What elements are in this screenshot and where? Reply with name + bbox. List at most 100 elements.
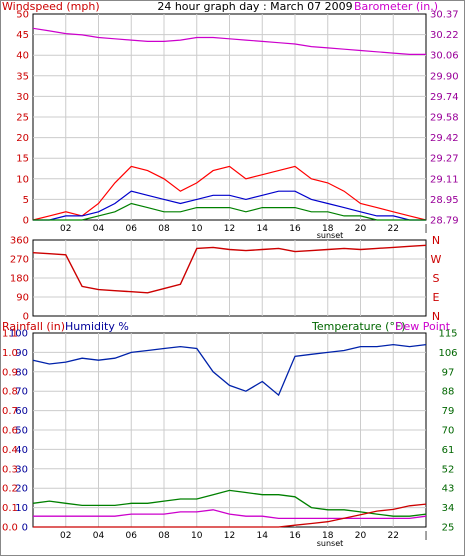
wind-tick-label: 5 (23, 195, 29, 206)
hour-tick-label: 08 (158, 531, 170, 541)
hour-tick-label: | (424, 531, 427, 541)
temperature-tick-label: 106 (438, 348, 457, 359)
direction-degree-label: 180 (10, 274, 29, 285)
sunset-label-bottom: sunset (317, 539, 344, 548)
rain-tick-label: 0.7 (2, 406, 18, 417)
temperature-axis-title: Temperature (°F) (311, 320, 406, 333)
wind-tick-label: 45 (16, 30, 29, 41)
barometer-tick-label: 30.06 (430, 51, 459, 62)
humidity-tick-label: 10 (15, 503, 28, 514)
hour-tick-label: 12 (224, 224, 235, 234)
barometer-line (32, 27, 426, 56)
hour-tick-label: 12 (224, 531, 235, 541)
hour-tick-label: 14 (257, 531, 269, 541)
rain-tick-label: 0.1 (2, 503, 18, 514)
temperature-tick-label: 34 (442, 503, 455, 514)
rain-tick-label: 0.2 (2, 484, 18, 495)
temperature-tick-label: 52 (442, 464, 455, 475)
rain-tick-label: 1.0 (2, 348, 18, 359)
wind-tick-label: 10 (16, 174, 29, 185)
hour-tick-label: 14 (257, 224, 269, 234)
humidity-tick-label: 50 (15, 426, 28, 437)
rain-tick-label: 0.9 (2, 367, 18, 378)
temperature-tick-label: 70 (442, 426, 455, 437)
barometer-tick-label: 29.27 (430, 154, 459, 165)
wind-tick-label: 35 (16, 71, 29, 82)
hour-tick-label: 20 (355, 531, 367, 541)
humidity-axis-title: Humidity % (65, 320, 129, 333)
humidity-line (32, 343, 427, 397)
hour-tick-label: 06 (126, 531, 138, 541)
hour-tick-label: 06 (126, 224, 138, 234)
direction-degree-label: 90 (16, 293, 29, 304)
wind-axis-title: Windspeed (mph) (2, 0, 100, 13)
rain-tick-label: 1.1 (2, 329, 18, 340)
wind-tick-label: 0 (23, 216, 29, 227)
humidity-tick-label: 80 (15, 367, 28, 378)
wind-tick-label: 20 (16, 133, 29, 144)
hour-tick-label: 02 (60, 531, 71, 541)
graph-title: 24 hour graph day : March 07 2009 (157, 0, 352, 13)
humidity-tick-label: 100 (9, 329, 28, 340)
temperature-tick-label: 61 (442, 445, 455, 456)
humidity-tick-label: 30 (15, 464, 28, 475)
hour-tick-label: 10 (191, 224, 203, 234)
barometer-tick-label: 29.42 (430, 133, 459, 144)
temperature-line (32, 489, 427, 517)
barometer-tick-label: 30.22 (430, 30, 459, 41)
barometer-tick-label: 28.95 (430, 195, 459, 206)
compass-label: S (433, 272, 440, 285)
wind-tick-label: 30 (16, 92, 29, 103)
barometer-tick-label: 29.74 (430, 92, 459, 103)
rainfall-axis-title: Rainfall (in) (2, 320, 65, 333)
barometer-axis-title: Barometer (in.) (354, 0, 438, 13)
hour-tick-label: 04 (93, 531, 105, 541)
hour-tick-label: 10 (191, 531, 203, 541)
temperature-tick-label: 115 (438, 329, 457, 340)
compass-label: N (432, 234, 440, 247)
hour-tick-label: 18 (322, 224, 334, 234)
humidity-tick-label: 70 (15, 387, 28, 398)
direction-degree-label: 270 (10, 255, 29, 266)
rain-tick-label: 0.6 (2, 426, 18, 437)
wind-hi-line (33, 190, 426, 221)
direction-degree-label: 360 (10, 236, 29, 247)
wind-tick-label: 25 (16, 113, 29, 124)
barometer-tick-label: 29.90 (430, 71, 459, 82)
compass-label: W (431, 253, 442, 266)
hour-tick-label: 16 (289, 224, 301, 234)
hour-tick-label: 08 (158, 224, 170, 234)
humidity-tick-label: 40 (15, 445, 28, 456)
barometer-tick-label: 30.37 (430, 10, 459, 21)
wind-tick-label: 15 (16, 154, 29, 165)
humidity-tick-label: 60 (15, 406, 28, 417)
sunset-label-top: sunset (317, 231, 344, 240)
rain-tick-label: 0.0 (2, 523, 18, 534)
hour-tick-label: 20 (355, 224, 367, 234)
hour-tick-label: | (424, 224, 427, 234)
hour-tick-label: 18 (322, 531, 334, 541)
compass-label: N (432, 310, 440, 323)
humidity-tick-label: 0 (22, 523, 28, 534)
temperature-tick-label: 25 (442, 523, 455, 534)
hour-tick-label: 22 (388, 531, 399, 541)
humidity-tick-label: 90 (15, 348, 28, 359)
temperature-tick-label: 97 (442, 367, 455, 378)
rain-tick-label: 0.3 (2, 464, 18, 475)
wind-max-line (32, 165, 427, 221)
rain-line (33, 503, 427, 528)
wind-tick-label: 40 (16, 51, 29, 62)
humidity-tick-label: 20 (15, 484, 28, 495)
wind-tick-label: 50 (16, 10, 29, 21)
barometer-tick-label: 28.79 (430, 216, 459, 227)
hour-tick-label: 02 (60, 224, 71, 234)
direction-degree-label: 0 (23, 312, 29, 323)
wind-direction-line (32, 244, 427, 294)
wind-avg-line (33, 202, 426, 221)
barometer-tick-label: 29.11 (430, 174, 459, 185)
dewpoint-axis-title: Dew Point (395, 320, 451, 333)
rain-tick-label: 0.8 (2, 387, 18, 398)
temperature-tick-label: 88 (442, 387, 455, 398)
dewpoint-line (33, 509, 427, 520)
